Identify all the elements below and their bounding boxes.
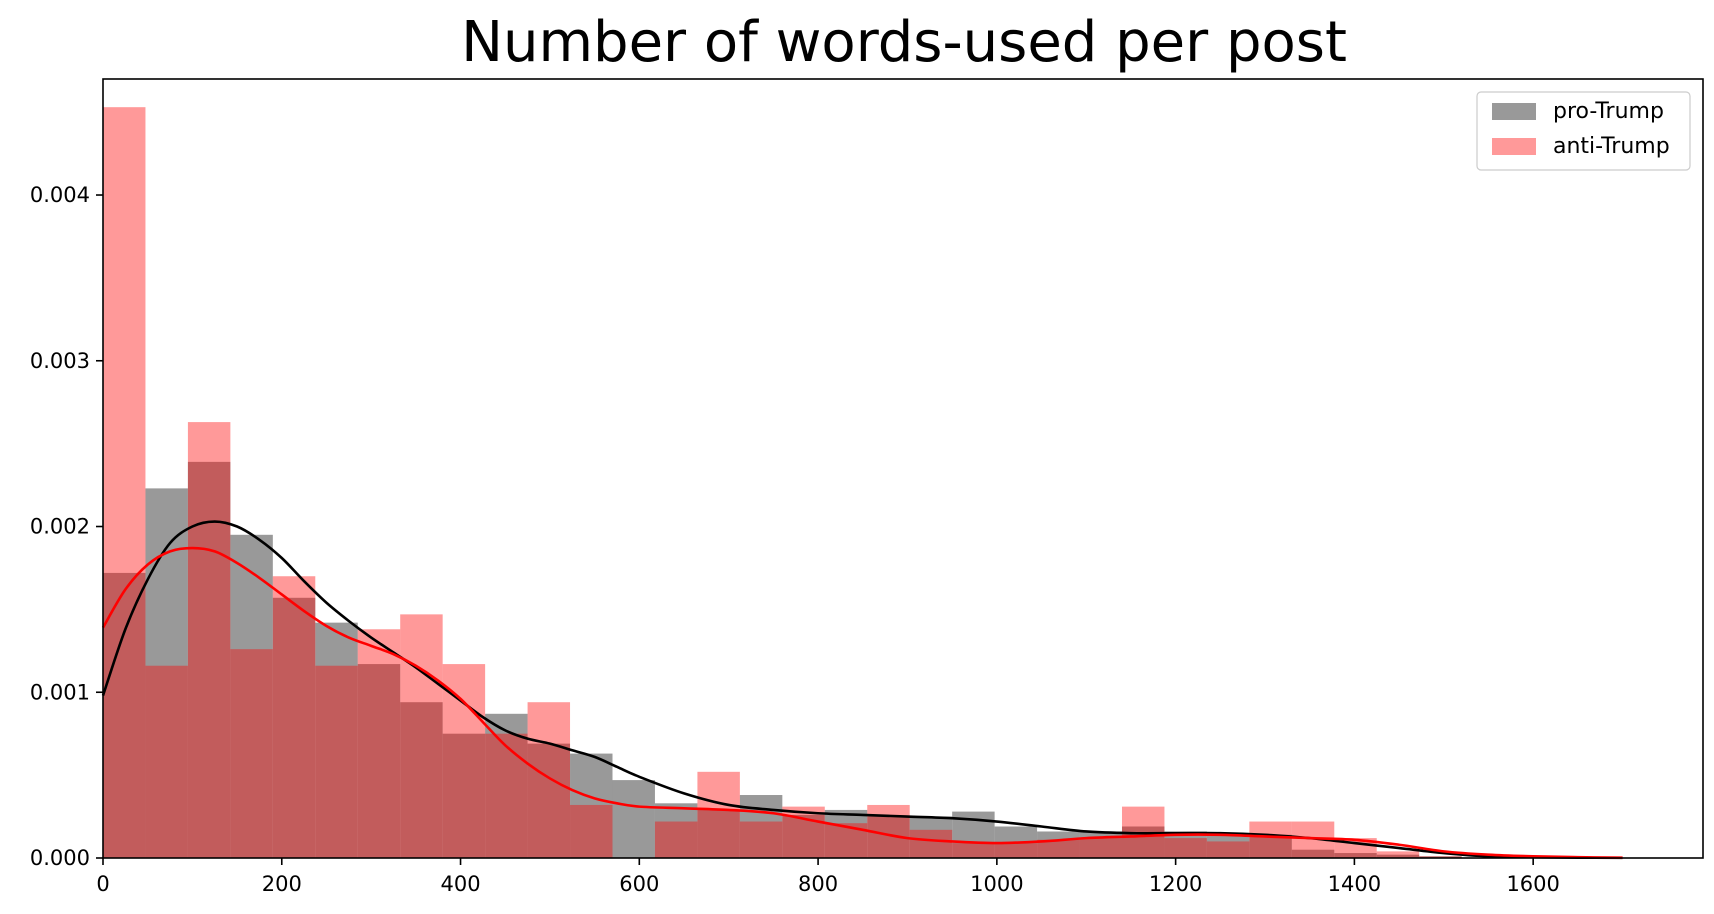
bar-anti-trump bbox=[230, 649, 273, 858]
bar-anti-trump bbox=[570, 804, 613, 858]
bar-pro-trump bbox=[1206, 833, 1250, 858]
kde-layer bbox=[101, 520, 1623, 860]
x-tick-label: 1400 bbox=[1328, 872, 1381, 896]
bar-pro-trump bbox=[400, 702, 443, 858]
kde-line-pro-trump bbox=[101, 520, 1623, 860]
y-tick-label: 0.004 bbox=[30, 183, 90, 207]
bar-pro-trump bbox=[1419, 856, 1462, 858]
x-tick-label: 600 bbox=[619, 872, 659, 896]
bar-anti-trump bbox=[1249, 821, 1292, 858]
bar-pro-trump bbox=[103, 572, 146, 858]
bars-layer bbox=[103, 107, 1462, 859]
bar-anti-trump bbox=[187, 422, 231, 858]
bar-anti-trump bbox=[739, 821, 783, 858]
chart-title: Number of words-used per post bbox=[461, 10, 1347, 75]
bar-pro-trump bbox=[272, 597, 316, 858]
bar-pro-trump bbox=[739, 795, 783, 858]
bar-anti-trump bbox=[1079, 838, 1122, 858]
bar-pro-trump bbox=[570, 753, 613, 858]
bar-anti-trump bbox=[272, 576, 316, 858]
legend-swatch-pro-trump bbox=[1492, 103, 1536, 120]
bar-pro-trump bbox=[1037, 831, 1080, 858]
bar-pro-trump bbox=[654, 803, 698, 858]
y-axis: 0.000 0.001 0.002 0.003 0.004 bbox=[30, 183, 103, 870]
bar-anti-trump bbox=[400, 614, 443, 858]
x-axis: 0 200 400 600 800 1000 1200 1400 1600 bbox=[96, 858, 1560, 896]
x-tick-label: 400 bbox=[440, 872, 480, 896]
bar-pro-trump bbox=[1121, 826, 1165, 858]
bar-pro-trump bbox=[612, 780, 655, 858]
bar-anti-trump bbox=[1206, 841, 1250, 858]
bar-anti-trump bbox=[485, 733, 528, 858]
bar-pro-trump bbox=[909, 816, 953, 858]
legend-label-anti-trump: anti-Trump bbox=[1553, 134, 1670, 159]
bar-pro-trump bbox=[527, 743, 571, 858]
bar-pro-trump bbox=[824, 809, 868, 858]
bar-pro-trump bbox=[1334, 853, 1377, 858]
bar-pro-trump bbox=[187, 461, 231, 858]
bar-pro-trump bbox=[697, 809, 740, 858]
legend-swatch-anti-trump bbox=[1492, 138, 1536, 155]
kde-line-anti-trump bbox=[101, 546, 1623, 859]
x-tick-label: 1200 bbox=[1149, 872, 1202, 896]
y-tick-label: 0.002 bbox=[30, 515, 90, 539]
plot-frame bbox=[102, 78, 1704, 859]
x-tick-label: 0 bbox=[96, 872, 109, 896]
bar-anti-trump bbox=[1376, 851, 1420, 858]
bar-anti-trump bbox=[145, 665, 188, 858]
y-tick-label: 0.003 bbox=[30, 349, 90, 373]
legend-label-pro-trump: pro-Trump bbox=[1553, 99, 1664, 124]
bar-anti-trump bbox=[909, 829, 953, 858]
bar-anti-trump bbox=[697, 771, 740, 858]
x-tick-label: 800 bbox=[798, 872, 838, 896]
bar-anti-trump bbox=[994, 843, 1038, 858]
y-tick-label: 0.000 bbox=[30, 846, 90, 870]
bar-pro-trump bbox=[1291, 849, 1335, 858]
x-tick-label: 1000 bbox=[970, 872, 1023, 896]
bar-anti-trump bbox=[1037, 839, 1080, 858]
bar-pro-trump bbox=[1376, 854, 1420, 858]
bar-pro-trump bbox=[230, 534, 273, 858]
bar-pro-trump bbox=[315, 622, 358, 858]
bar-anti-trump bbox=[654, 821, 698, 858]
bar-pro-trump bbox=[485, 713, 528, 858]
bar-anti-trump bbox=[1419, 856, 1462, 858]
bar-anti-trump bbox=[527, 702, 571, 858]
bar-pro-trump bbox=[1249, 834, 1292, 858]
bar-pro-trump bbox=[357, 664, 401, 858]
bar-anti-trump bbox=[442, 664, 486, 858]
bar-anti-trump bbox=[103, 107, 146, 859]
bar-anti-trump bbox=[357, 629, 401, 858]
x-tick-label: 1600 bbox=[1506, 872, 1559, 896]
y-tick-label: 0.001 bbox=[30, 680, 90, 704]
bar-pro-trump bbox=[442, 733, 486, 858]
bar-anti-trump bbox=[315, 665, 358, 858]
bar-anti-trump bbox=[952, 843, 995, 858]
bar-series-anti-trump bbox=[103, 107, 1462, 859]
bar-anti-trump bbox=[1164, 838, 1207, 858]
x-tick-label: 200 bbox=[262, 872, 302, 896]
legend: pro-Trump anti-Trump bbox=[1476, 91, 1691, 171]
